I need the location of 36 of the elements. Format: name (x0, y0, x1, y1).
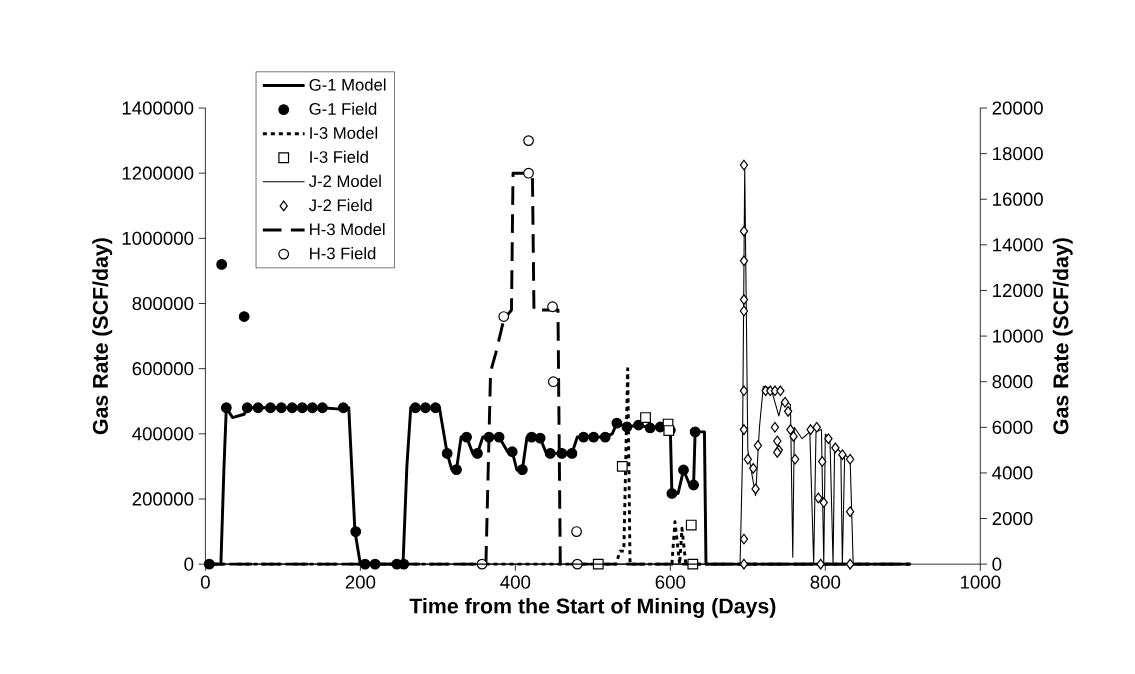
y-tick-label: 1000000 (122, 231, 194, 246)
legend-label: J-2 Field (308, 199, 372, 212)
y2-tick-label: 6000 (992, 420, 1033, 435)
x-axis-title: Time from the Start of Mining (Days) (409, 598, 776, 619)
y2-tick-label: 20000 (992, 101, 1043, 115)
x-tick-label: 800 (810, 575, 841, 589)
y2-tick-label: 2000 (992, 512, 1033, 526)
y2-tick-label: 12000 (993, 284, 1043, 298)
y-tick-label: 800000 (132, 297, 194, 311)
y2-tick-label: 0 (992, 557, 1002, 571)
legend-label: J-2 Model (308, 175, 381, 188)
x-tick-label: 0 (200, 575, 210, 589)
y2-tick-label: 18000 (993, 147, 1043, 161)
y2-tick-label: 10000 (993, 329, 1043, 343)
legend-label: H-3 Model (310, 223, 385, 236)
y2-tick-label: 8000 (992, 375, 1033, 389)
y-tick-label: 600000 (132, 362, 194, 376)
y2-axis-title: Gas Rate (SCF/day) (1052, 238, 1073, 435)
legend-label: G-1 Model (309, 78, 386, 91)
y-tick-label: 1400000 (122, 101, 194, 115)
y2-tick-label: 4000 (992, 466, 1033, 480)
y-tick-label: 200000 (132, 492, 194, 506)
legend-label: G-1 Field (309, 102, 377, 116)
x-tick-label: 400 (500, 575, 531, 589)
y-tick-label: 1200000 (122, 166, 194, 181)
legend-label: I-3 Field (310, 150, 368, 164)
y2-tick-label: 16000 (993, 192, 1043, 207)
legend-label: I-3 Model (310, 126, 378, 140)
y-axis-title: Gas Rate (SCF/day) (92, 238, 113, 435)
y-tick-label: 0 (184, 557, 194, 571)
x-tick-label: 600 (655, 575, 686, 589)
y-tick-label: 400000 (132, 427, 194, 441)
y2-tick-label: 14000 (993, 238, 1043, 252)
x-tick-label: 1000 (960, 575, 1001, 589)
x-tick-label: 200 (345, 575, 376, 589)
legend-label: H-3 Field (310, 247, 376, 260)
